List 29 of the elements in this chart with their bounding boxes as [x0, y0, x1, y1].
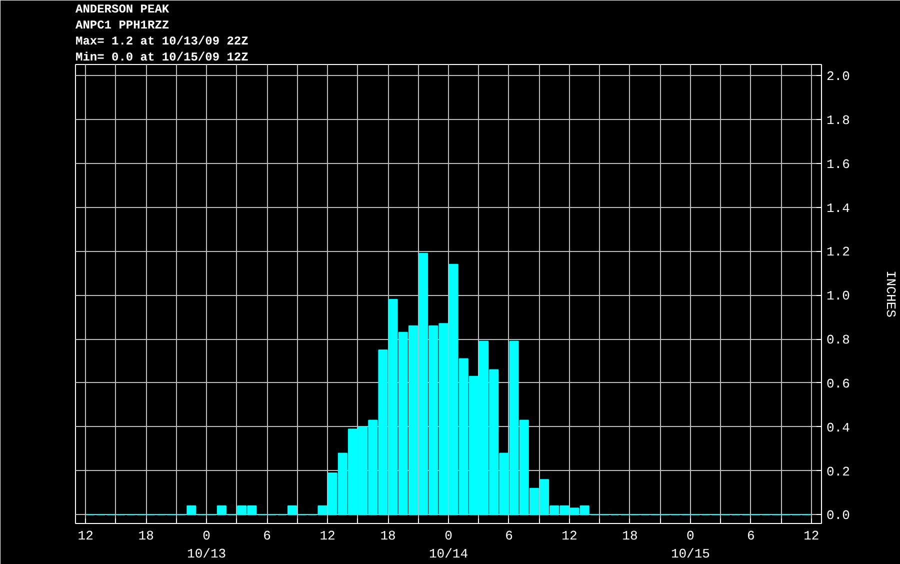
y-tick-label: 0.0: [826, 508, 850, 524]
text: Max= 1.2 at 10/13/09 22Z: [76, 34, 248, 48]
x-tick-label: 0 10/13: [187, 528, 226, 562]
x-tick-label: 12: [78, 528, 94, 544]
y-tick-label: 2.0: [826, 68, 850, 84]
x-tick-label: 18: [380, 528, 396, 544]
chart-title: ANDERSON PEAK: [76, 2, 170, 16]
x-tick-label: 0 10/15: [670, 528, 710, 562]
y-tick-label: 0.8: [826, 332, 850, 348]
y-tick-label: 1.0: [826, 288, 850, 304]
y-tick-label: 1.4: [826, 200, 850, 216]
x-tick-label: 6: [505, 528, 513, 544]
text: Min= 0.0 at 10/15/09 12Z: [76, 50, 248, 64]
y-tick-label: 1.2: [826, 244, 850, 260]
chart-subtitle: ANPC1 PPH1RZZ: [76, 18, 170, 32]
x-tick-label: 6: [263, 528, 271, 544]
y-axis-title: INCHES: [882, 270, 898, 318]
x-tick-label: 0 10/14: [428, 528, 468, 562]
x-tick-label: 12: [562, 528, 578, 544]
x-tick-label: 12: [804, 528, 820, 544]
x-tick-label: 12: [320, 528, 336, 544]
y-tick-label: 0.6: [826, 376, 850, 392]
x-tick-label: 18: [622, 528, 638, 544]
y-tick-label: 1.8: [826, 112, 850, 128]
y-tick-label: 1.6: [826, 156, 850, 172]
y-tick-label: 0.2: [826, 464, 850, 480]
y-tick-label: 0.4: [826, 420, 850, 436]
x-tick-label: 6: [747, 528, 755, 544]
x-tick-label: 18: [138, 528, 154, 544]
